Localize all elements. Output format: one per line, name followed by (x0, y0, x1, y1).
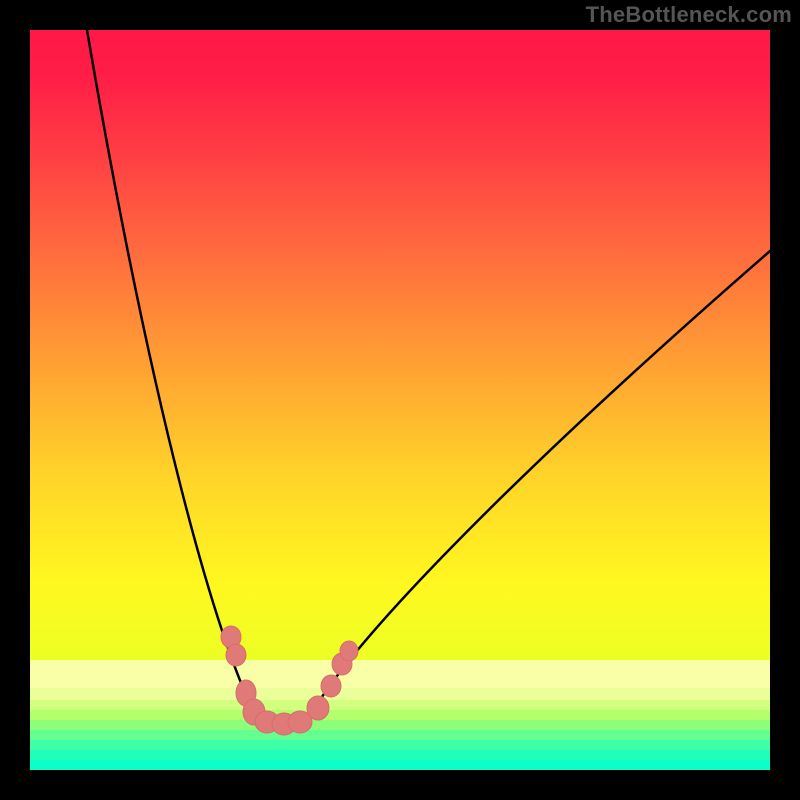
chart-canvas: TheBottleneck.com (0, 0, 800, 800)
bottom-color-bands (30, 660, 770, 770)
color-band (30, 730, 770, 740)
color-band (30, 740, 770, 750)
color-band (30, 760, 770, 770)
curve-marker (226, 644, 246, 666)
color-band (30, 700, 770, 710)
color-band (30, 710, 770, 720)
color-band (30, 688, 770, 700)
curve-marker (321, 675, 341, 697)
color-band (30, 674, 770, 688)
bottleneck-chart (0, 0, 800, 800)
color-band (30, 720, 770, 730)
curve-marker (340, 641, 358, 661)
attribution-label: TheBottleneck.com (586, 2, 792, 28)
curve-marker (307, 696, 329, 720)
color-band (30, 660, 770, 674)
color-band (30, 750, 770, 760)
gradient-background (30, 30, 770, 770)
